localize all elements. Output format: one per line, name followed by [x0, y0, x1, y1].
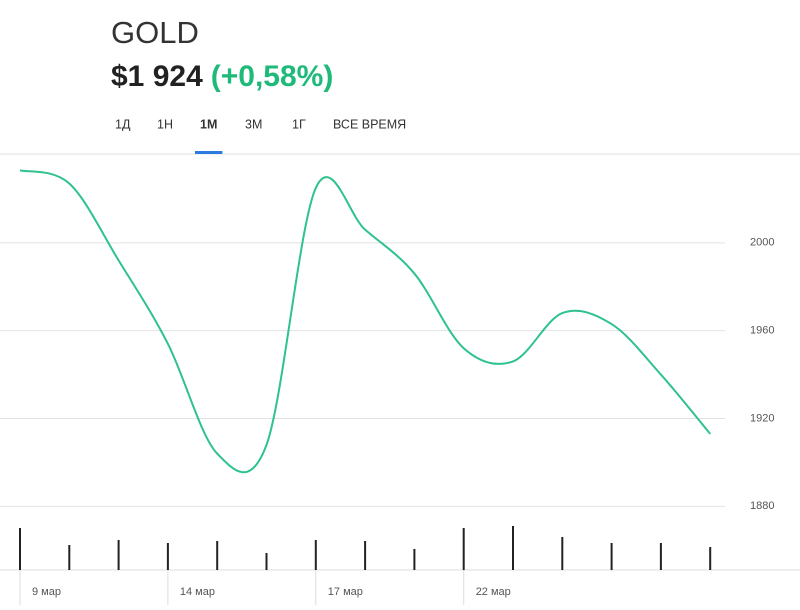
x-tick-label: 14 мар	[180, 586, 215, 598]
tab[interactable]: 3М	[245, 117, 262, 131]
tab[interactable]: 1М	[200, 117, 217, 131]
change: (+0,58%)	[211, 60, 334, 93]
volume-bar	[117, 540, 120, 570]
volume-bar	[19, 528, 21, 570]
y-tick-label: 1880	[750, 500, 774, 512]
y-tick-label: 1920	[750, 412, 774, 424]
y-tick-label: 1960	[750, 325, 774, 337]
price: $1 924	[111, 60, 203, 93]
volume-bar	[68, 545, 71, 570]
volume-bar	[314, 540, 317, 570]
volume-bar	[561, 537, 564, 570]
volume-bar	[364, 541, 367, 570]
volume-bar	[216, 541, 219, 570]
volume-bar	[413, 549, 416, 570]
tab[interactable]: 1Д	[115, 117, 131, 131]
x-tick-label: 17 мар	[328, 586, 363, 598]
volume-bar	[166, 543, 169, 570]
tab[interactable]: 1Г	[292, 117, 306, 131]
volume-bar	[265, 553, 268, 570]
volume-bar	[512, 526, 514, 570]
volume-bar	[610, 543, 613, 570]
tab-underline	[195, 151, 223, 154]
x-tick-label: 9 мар	[32, 586, 61, 598]
title: GOLD	[111, 15, 199, 50]
volume-bar	[462, 528, 465, 570]
volume-bar	[709, 547, 712, 570]
tab[interactable]: 1Н	[157, 117, 173, 131]
y-tick-label: 2000	[750, 237, 774, 249]
volume-bar	[659, 543, 662, 570]
tab[interactable]: ВСЕ ВРЕМЯ	[333, 117, 406, 131]
x-tick-label: 22 мар	[476, 586, 511, 598]
price-line	[19, 169, 711, 474]
